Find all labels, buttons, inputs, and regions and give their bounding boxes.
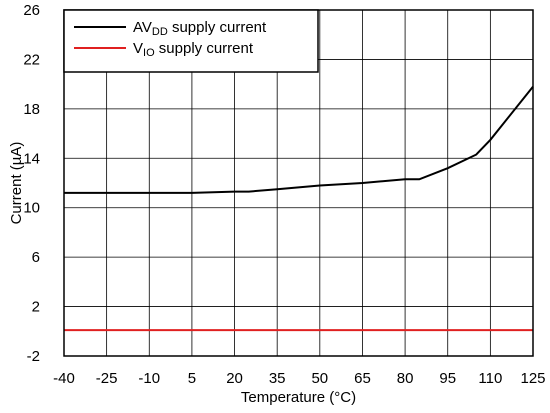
x-tick-label: 125 <box>520 370 545 387</box>
legend-box <box>63 9 319 73</box>
x-tick-label: 20 <box>226 370 243 387</box>
y-tick-label: 22 <box>23 51 40 68</box>
y-tick-label: 10 <box>23 200 40 217</box>
x-tick-label: -40 <box>53 370 75 387</box>
x-axis-title: Temperature (°C) <box>241 389 356 406</box>
y-axis-title: Current (µA) <box>8 142 25 225</box>
legend: AVDD supply current VIO supply current <box>63 9 319 73</box>
x-tick-label: 5 <box>188 370 196 387</box>
legend-entry: AVDD supply current <box>133 19 267 38</box>
x-tick-labels: -40 -25 -10 5 20 35 50 65 80 95 110 125 <box>53 370 545 387</box>
x-tick-label: 80 <box>397 370 414 387</box>
x-tick-label: 50 <box>311 370 328 387</box>
y-tick-label: 26 <box>23 2 40 19</box>
y-tick-label: 2 <box>32 299 40 316</box>
y-tick-label: 18 <box>23 101 40 118</box>
series-line <box>64 85 534 194</box>
y-tick-label: -2 <box>27 348 40 365</box>
x-tick-label: 35 <box>269 370 286 387</box>
x-tick-label: 65 <box>354 370 371 387</box>
y-tick-label: 6 <box>32 249 40 266</box>
x-tick-label: -10 <box>138 370 160 387</box>
x-tick-label: 95 <box>439 370 456 387</box>
legend-entry: VIO supply current <box>133 40 254 59</box>
series-lines <box>64 85 534 332</box>
x-tick-label: 110 <box>478 370 502 387</box>
x-tick-label: -25 <box>96 370 118 387</box>
y-tick-label: 14 <box>23 150 40 167</box>
